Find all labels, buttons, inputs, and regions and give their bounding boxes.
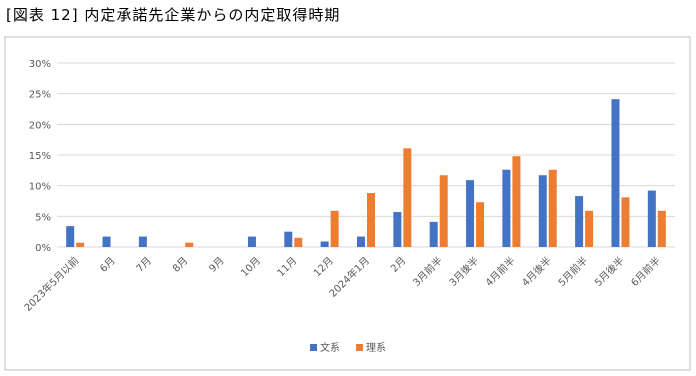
bar — [102, 236, 111, 247]
y-tick-label: 25% — [29, 90, 51, 101]
x-tick-label: 6月 — [98, 255, 118, 275]
x-tick-label: 3月前半 — [410, 254, 445, 289]
x-tick-label: 9月 — [207, 255, 227, 275]
bar — [357, 236, 365, 247]
bar — [621, 197, 630, 247]
bar — [466, 180, 475, 247]
bar — [284, 231, 293, 247]
y-tick-label: 30% — [29, 59, 51, 70]
bar — [502, 169, 511, 247]
y-tick-label: 5% — [35, 212, 51, 223]
y-tick-label: 0% — [35, 243, 51, 254]
bar — [393, 212, 402, 247]
y-tick-label: 20% — [29, 120, 51, 131]
bar — [66, 226, 75, 247]
x-tick-label: 7月 — [134, 255, 154, 275]
x-tick-label: 4月後半 — [519, 254, 554, 289]
bar — [330, 210, 339, 247]
bar — [585, 210, 594, 247]
bar — [185, 242, 194, 247]
bar — [611, 99, 620, 247]
bar — [367, 193, 375, 247]
x-tick-label: 3月後半 — [446, 254, 481, 289]
y-tick-label: 15% — [29, 151, 51, 162]
bar — [439, 175, 448, 247]
bar — [647, 190, 656, 247]
x-tick-label: 10月 — [239, 255, 264, 280]
x-tick-label: 12月 — [311, 255, 336, 280]
legend-swatch — [356, 344, 363, 351]
bar — [657, 210, 666, 247]
bar — [512, 156, 521, 247]
bar — [320, 241, 329, 247]
bar — [76, 242, 85, 247]
x-tick-label: 6月前半 — [628, 254, 663, 289]
bar — [403, 148, 412, 247]
x-tick-label: 8月 — [170, 255, 190, 275]
x-tick-label: 2023年5月以前 — [21, 254, 81, 314]
chart-frame — [4, 36, 691, 371]
legend-label: 理系 — [366, 342, 386, 354]
bar — [575, 196, 584, 247]
chart-title: [図表 12] 内定承諾先企業からの内定取得時期 — [6, 6, 340, 24]
bar — [429, 221, 438, 247]
bar — [538, 175, 547, 247]
bar — [138, 236, 147, 247]
bar — [247, 236, 256, 247]
x-tick-label: 11月 — [275, 255, 300, 280]
bar — [548, 169, 557, 247]
x-tick-label: 2月 — [388, 255, 408, 275]
legend-swatch — [310, 344, 317, 351]
bar — [294, 237, 303, 247]
y-tick-label: 10% — [29, 182, 51, 193]
x-tick-label: 5月後半 — [592, 254, 627, 289]
x-tick-label: 5月前半 — [555, 254, 590, 289]
legend-label: 文系 — [320, 341, 340, 354]
x-tick-label: 4月前半 — [483, 254, 518, 289]
bar — [476, 202, 485, 247]
